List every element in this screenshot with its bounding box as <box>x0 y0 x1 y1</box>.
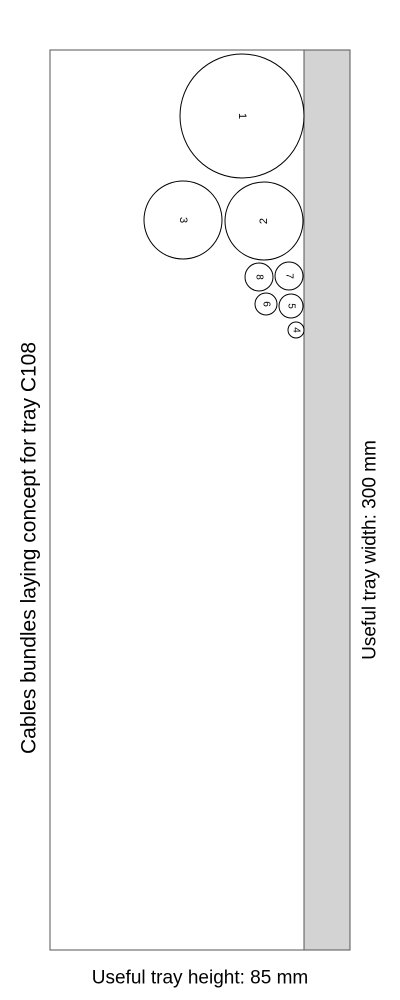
cable-label: 7 <box>284 273 295 279</box>
cable-label: 2 <box>258 218 270 224</box>
cable-circle <box>278 293 304 319</box>
cable-label: 6 <box>261 301 272 307</box>
tray-width-label: Useful tray width: 300 mm <box>360 440 381 660</box>
cable-circle <box>244 262 274 292</box>
cable-bundles: 1 2 3 4 5 6 7 8 <box>143 53 305 339</box>
cable-circle <box>274 261 304 291</box>
cable-circle <box>287 321 305 339</box>
tray-base-band <box>303 49 351 951</box>
cable-circle <box>143 180 223 260</box>
diagram-title: Cables bundles laying concept for tray C… <box>18 342 41 754</box>
cable-bundle-8: 8 <box>244 262 274 292</box>
cable-bundle-1: 1 <box>179 53 305 179</box>
cable-bundle-5: 5 <box>278 293 304 319</box>
cable-bundle-6: 6 <box>254 292 278 316</box>
cable-label: 1 <box>236 113 248 119</box>
cable-bundle-7: 7 <box>274 261 304 291</box>
cable-bundle-4: 4 <box>287 321 305 339</box>
cable-circle <box>254 292 278 316</box>
tray-height-label: Useful tray height: 85 mm <box>92 968 308 989</box>
cable-label: 3 <box>177 217 189 223</box>
cable-circle <box>224 181 304 261</box>
cable-bundle-3: 3 <box>143 180 223 260</box>
cable-label: 4 <box>291 327 302 333</box>
cable-bundle-2: 2 <box>224 181 304 261</box>
cable-label: 5 <box>286 303 297 309</box>
tray-outline <box>49 49 351 951</box>
cable-label: 8 <box>254 274 265 280</box>
cable-circle <box>179 53 305 179</box>
